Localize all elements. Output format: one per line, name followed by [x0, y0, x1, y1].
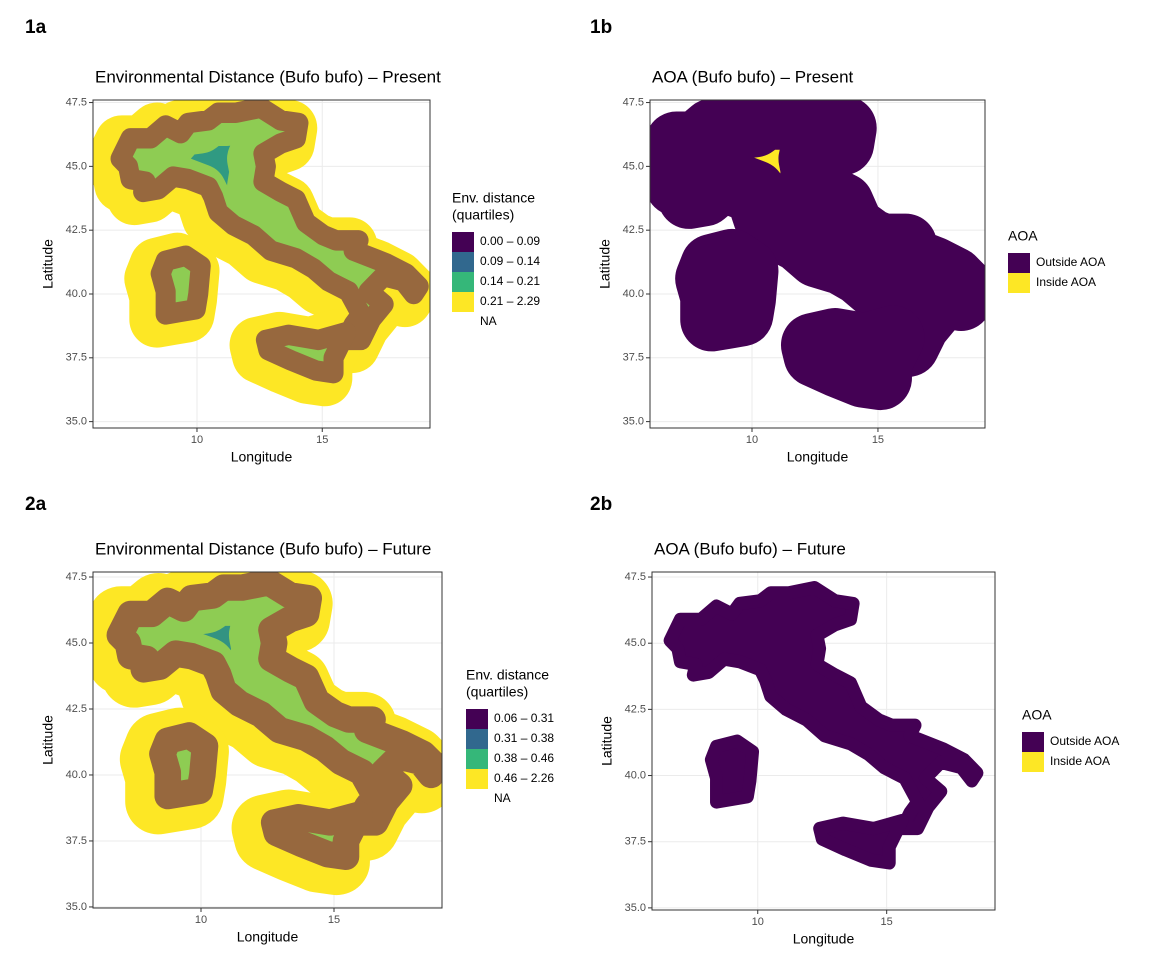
- x-axis-label: Longitude: [793, 931, 855, 947]
- x-tick-label: 10: [195, 914, 207, 926]
- y-tick-label: 37.5: [66, 835, 87, 847]
- y-tick-label: 35.0: [623, 416, 644, 428]
- y-tick-label: 37.5: [623, 352, 644, 364]
- chart-title: AOA (Bufo bufo) – Future: [654, 539, 846, 558]
- y-tick-label: 47.5: [625, 571, 646, 583]
- x-tick-label: 15: [328, 914, 340, 926]
- legend-label: 0.06 – 0.31: [494, 711, 554, 725]
- legend-swatch: [466, 749, 488, 769]
- legend-label: 0.46 – 2.26: [494, 771, 554, 785]
- legend-label: Outside AOA: [1036, 255, 1105, 269]
- chart-title: AOA (Bufo bufo) – Present: [652, 67, 854, 86]
- y-tick-label: 35.0: [625, 902, 646, 914]
- x-axis-label: Longitude: [237, 929, 299, 945]
- legend-swatch: [1008, 273, 1030, 293]
- y-tick-label: 35.0: [66, 901, 87, 913]
- chart-title: Environmental Distance (Bufo bufo) – Pre…: [95, 67, 441, 86]
- panel-label: 2a: [25, 494, 47, 515]
- legend-label: 0.38 – 0.46: [494, 751, 554, 765]
- y-tick-label: 40.0: [625, 769, 646, 781]
- y-tick-label: 45.0: [66, 160, 87, 172]
- y-tick-label: 40.0: [66, 288, 87, 300]
- y-tick-label: 42.5: [625, 703, 646, 715]
- y-tick-label: 47.5: [66, 571, 87, 583]
- legend-label: 0.21 – 2.29: [480, 294, 540, 308]
- legend-swatch: [452, 272, 474, 292]
- legend-title: AOA: [1008, 228, 1038, 244]
- legend-swatch: [452, 292, 474, 312]
- legend-swatch: [466, 729, 488, 749]
- x-tick-label: 10: [191, 434, 203, 446]
- legend-label: Inside AOA: [1050, 754, 1110, 768]
- y-tick-label: 45.0: [625, 637, 646, 649]
- legend-label: Outside AOA: [1050, 734, 1119, 748]
- x-tick-label: 15: [316, 434, 328, 446]
- y-tick-label: 45.0: [623, 160, 644, 172]
- x-tick-label: 10: [746, 434, 758, 446]
- y-tick-label: 42.5: [623, 224, 644, 236]
- legend-title: AOA: [1022, 707, 1052, 723]
- legend-swatch: [466, 709, 488, 729]
- y-axis-label: Latitude: [599, 716, 615, 766]
- legend-label: Inside AOA: [1036, 275, 1096, 289]
- y-tick-label: 47.5: [623, 96, 644, 108]
- legend-swatch: [452, 232, 474, 252]
- x-axis-label: Longitude: [787, 449, 849, 465]
- x-axis-label: Longitude: [231, 449, 293, 465]
- legend-title: (quartiles): [452, 207, 514, 223]
- panel-label: 1b: [590, 17, 612, 38]
- legend-title: (quartiles): [466, 684, 528, 700]
- legend-label: NA: [480, 314, 497, 328]
- legend-label: 0.31 – 0.38: [494, 731, 554, 745]
- y-axis-label: Latitude: [597, 239, 613, 289]
- x-tick-label: 15: [872, 434, 884, 446]
- plot-border: [651, 571, 996, 911]
- y-tick-label: 37.5: [66, 352, 87, 364]
- y-tick-label: 42.5: [66, 224, 87, 236]
- panel-label: 1a: [25, 17, 47, 38]
- x-tick-label: 15: [881, 916, 893, 928]
- plot-border: [92, 571, 443, 909]
- y-axis-label: Latitude: [40, 239, 56, 289]
- legend-title: Env. distance: [452, 190, 535, 206]
- legend-title: Env. distance: [466, 667, 549, 683]
- plot-border: [92, 99, 431, 429]
- legend-label: NA: [494, 791, 511, 805]
- legend-label: 0.09 – 0.14: [480, 254, 540, 268]
- legend-swatch: [1008, 253, 1030, 273]
- y-tick-label: 42.5: [66, 703, 87, 715]
- legend-swatch: [452, 252, 474, 272]
- y-tick-label: 35.0: [66, 416, 87, 428]
- legend-label: 0.14 – 0.21: [480, 274, 540, 288]
- plot-border: [649, 99, 986, 429]
- y-axis-label: Latitude: [40, 715, 56, 765]
- legend-swatch: [466, 769, 488, 789]
- y-tick-label: 40.0: [66, 769, 87, 781]
- y-tick-label: 47.5: [66, 96, 87, 108]
- y-tick-label: 37.5: [625, 836, 646, 848]
- chart-title: Environmental Distance (Bufo bufo) – Fut…: [95, 539, 431, 558]
- legend-swatch: [1022, 752, 1044, 772]
- legend-swatch: [1022, 732, 1044, 752]
- panel-label: 2b: [590, 494, 612, 515]
- legend-label: 0.00 – 0.09: [480, 234, 540, 248]
- y-tick-label: 45.0: [66, 637, 87, 649]
- x-tick-label: 10: [752, 916, 764, 928]
- y-tick-label: 40.0: [623, 288, 644, 300]
